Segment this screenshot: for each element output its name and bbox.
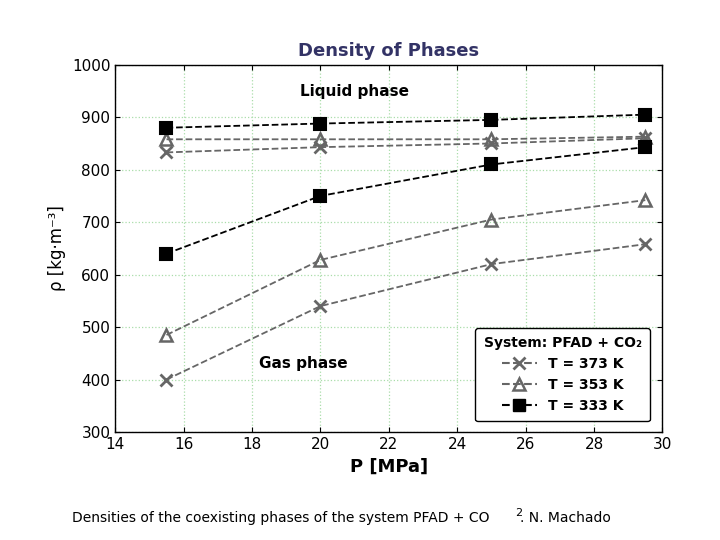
X-axis label: P [MPa]: P [MPa]	[350, 457, 428, 475]
Text: Liquid phase: Liquid phase	[300, 84, 409, 98]
Legend: T = 373 K, T = 353 K, T = 333 K: T = 373 K, T = 353 K, T = 333 K	[475, 328, 650, 421]
Text: Densities of the coexisting phases of the system PFAD + CO: Densities of the coexisting phases of th…	[72, 511, 490, 525]
Text: 2: 2	[515, 508, 522, 518]
Title: Density of Phases: Density of Phases	[298, 43, 480, 60]
Text: Gas phase: Gas phase	[259, 356, 348, 372]
Text: . N. Machado: . N. Machado	[520, 511, 611, 525]
Y-axis label: ρ [kg·m⁻³]: ρ [kg·m⁻³]	[48, 205, 66, 292]
